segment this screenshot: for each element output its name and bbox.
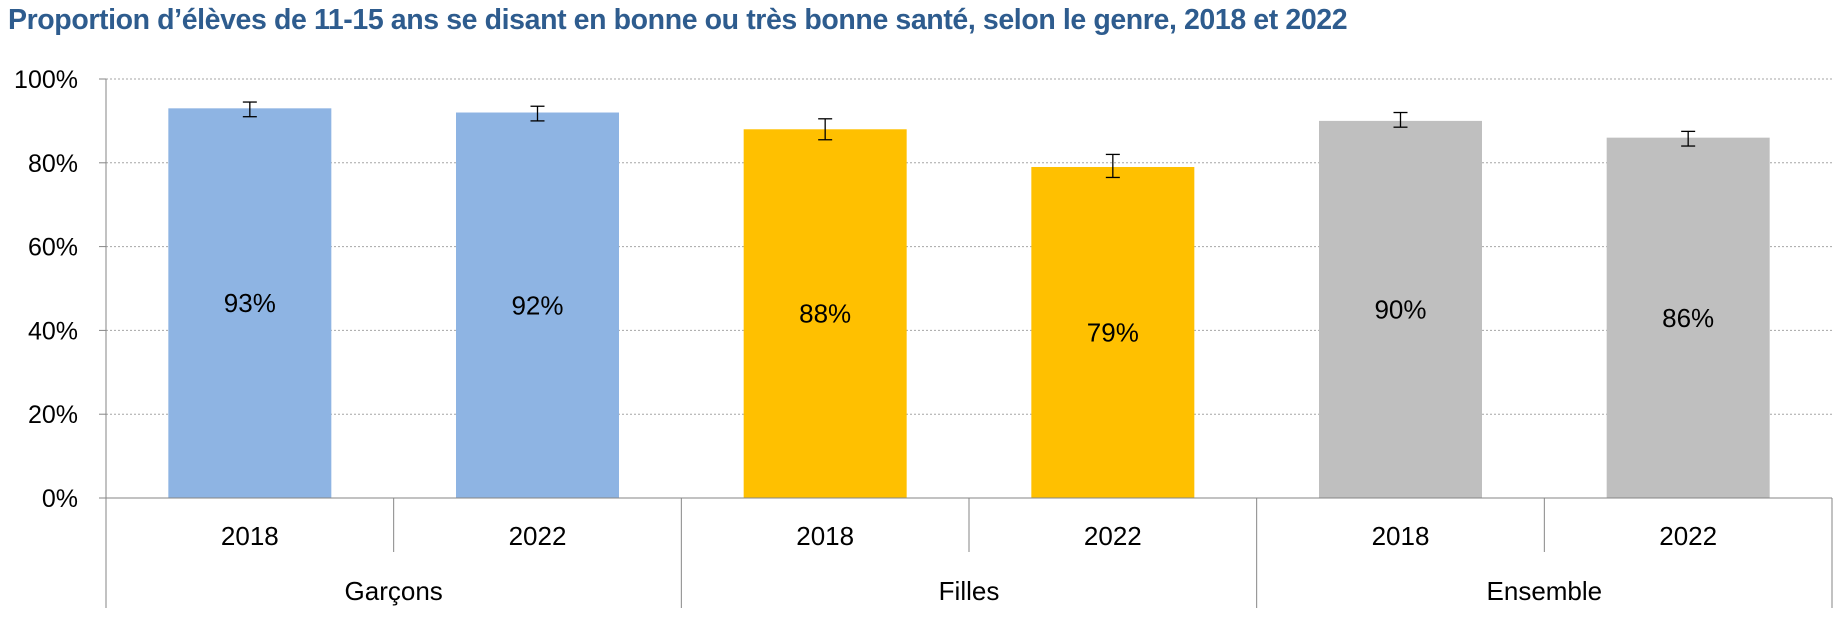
chart-title: Proportion d’élèves de 11-15 ans se disa… <box>8 4 1348 36</box>
bar <box>1031 166 1195 499</box>
group-label: Filles <box>939 576 1000 606</box>
axes <box>99 78 1833 608</box>
y-tick-label: 20% <box>28 401 78 429</box>
y-tick-label: 60% <box>28 234 78 262</box>
error-bars <box>242 101 1696 179</box>
y-tick-label: 40% <box>28 317 78 345</box>
value-label: 88% <box>799 299 851 329</box>
value-label: 92% <box>511 290 563 320</box>
value-label: 90% <box>1374 294 1426 324</box>
bar <box>456 112 619 499</box>
bar <box>743 129 907 498</box>
value-label: 93% <box>224 288 276 318</box>
x-tick-label: 2018 <box>221 521 279 551</box>
x-tick-label: 2022 <box>1659 521 1717 551</box>
group-label: Garçons <box>345 576 443 606</box>
y-tick-label: 80% <box>28 150 78 178</box>
gridlines <box>106 78 1832 415</box>
y-tick-label: 0% <box>42 485 78 513</box>
value-label: 79% <box>1087 317 1139 347</box>
labels: 0% 20% 40% 60% 80% 100% 93% 2018 92% 2022 88% 2018 7… <box>14 66 1717 606</box>
x-tick-label: 2018 <box>796 521 854 551</box>
bars <box>168 108 1770 499</box>
group-label: Ensemble <box>1487 576 1603 606</box>
bar <box>1319 120 1482 499</box>
x-tick-label: 2022 <box>509 521 567 551</box>
bar <box>168 108 332 498</box>
x-tick-label: 2018 <box>1372 521 1430 551</box>
y-tick-label: 100% <box>14 66 78 94</box>
x-tick-label: 2022 <box>1084 521 1142 551</box>
value-label: 86% <box>1662 303 1714 333</box>
bar <box>1606 137 1770 498</box>
